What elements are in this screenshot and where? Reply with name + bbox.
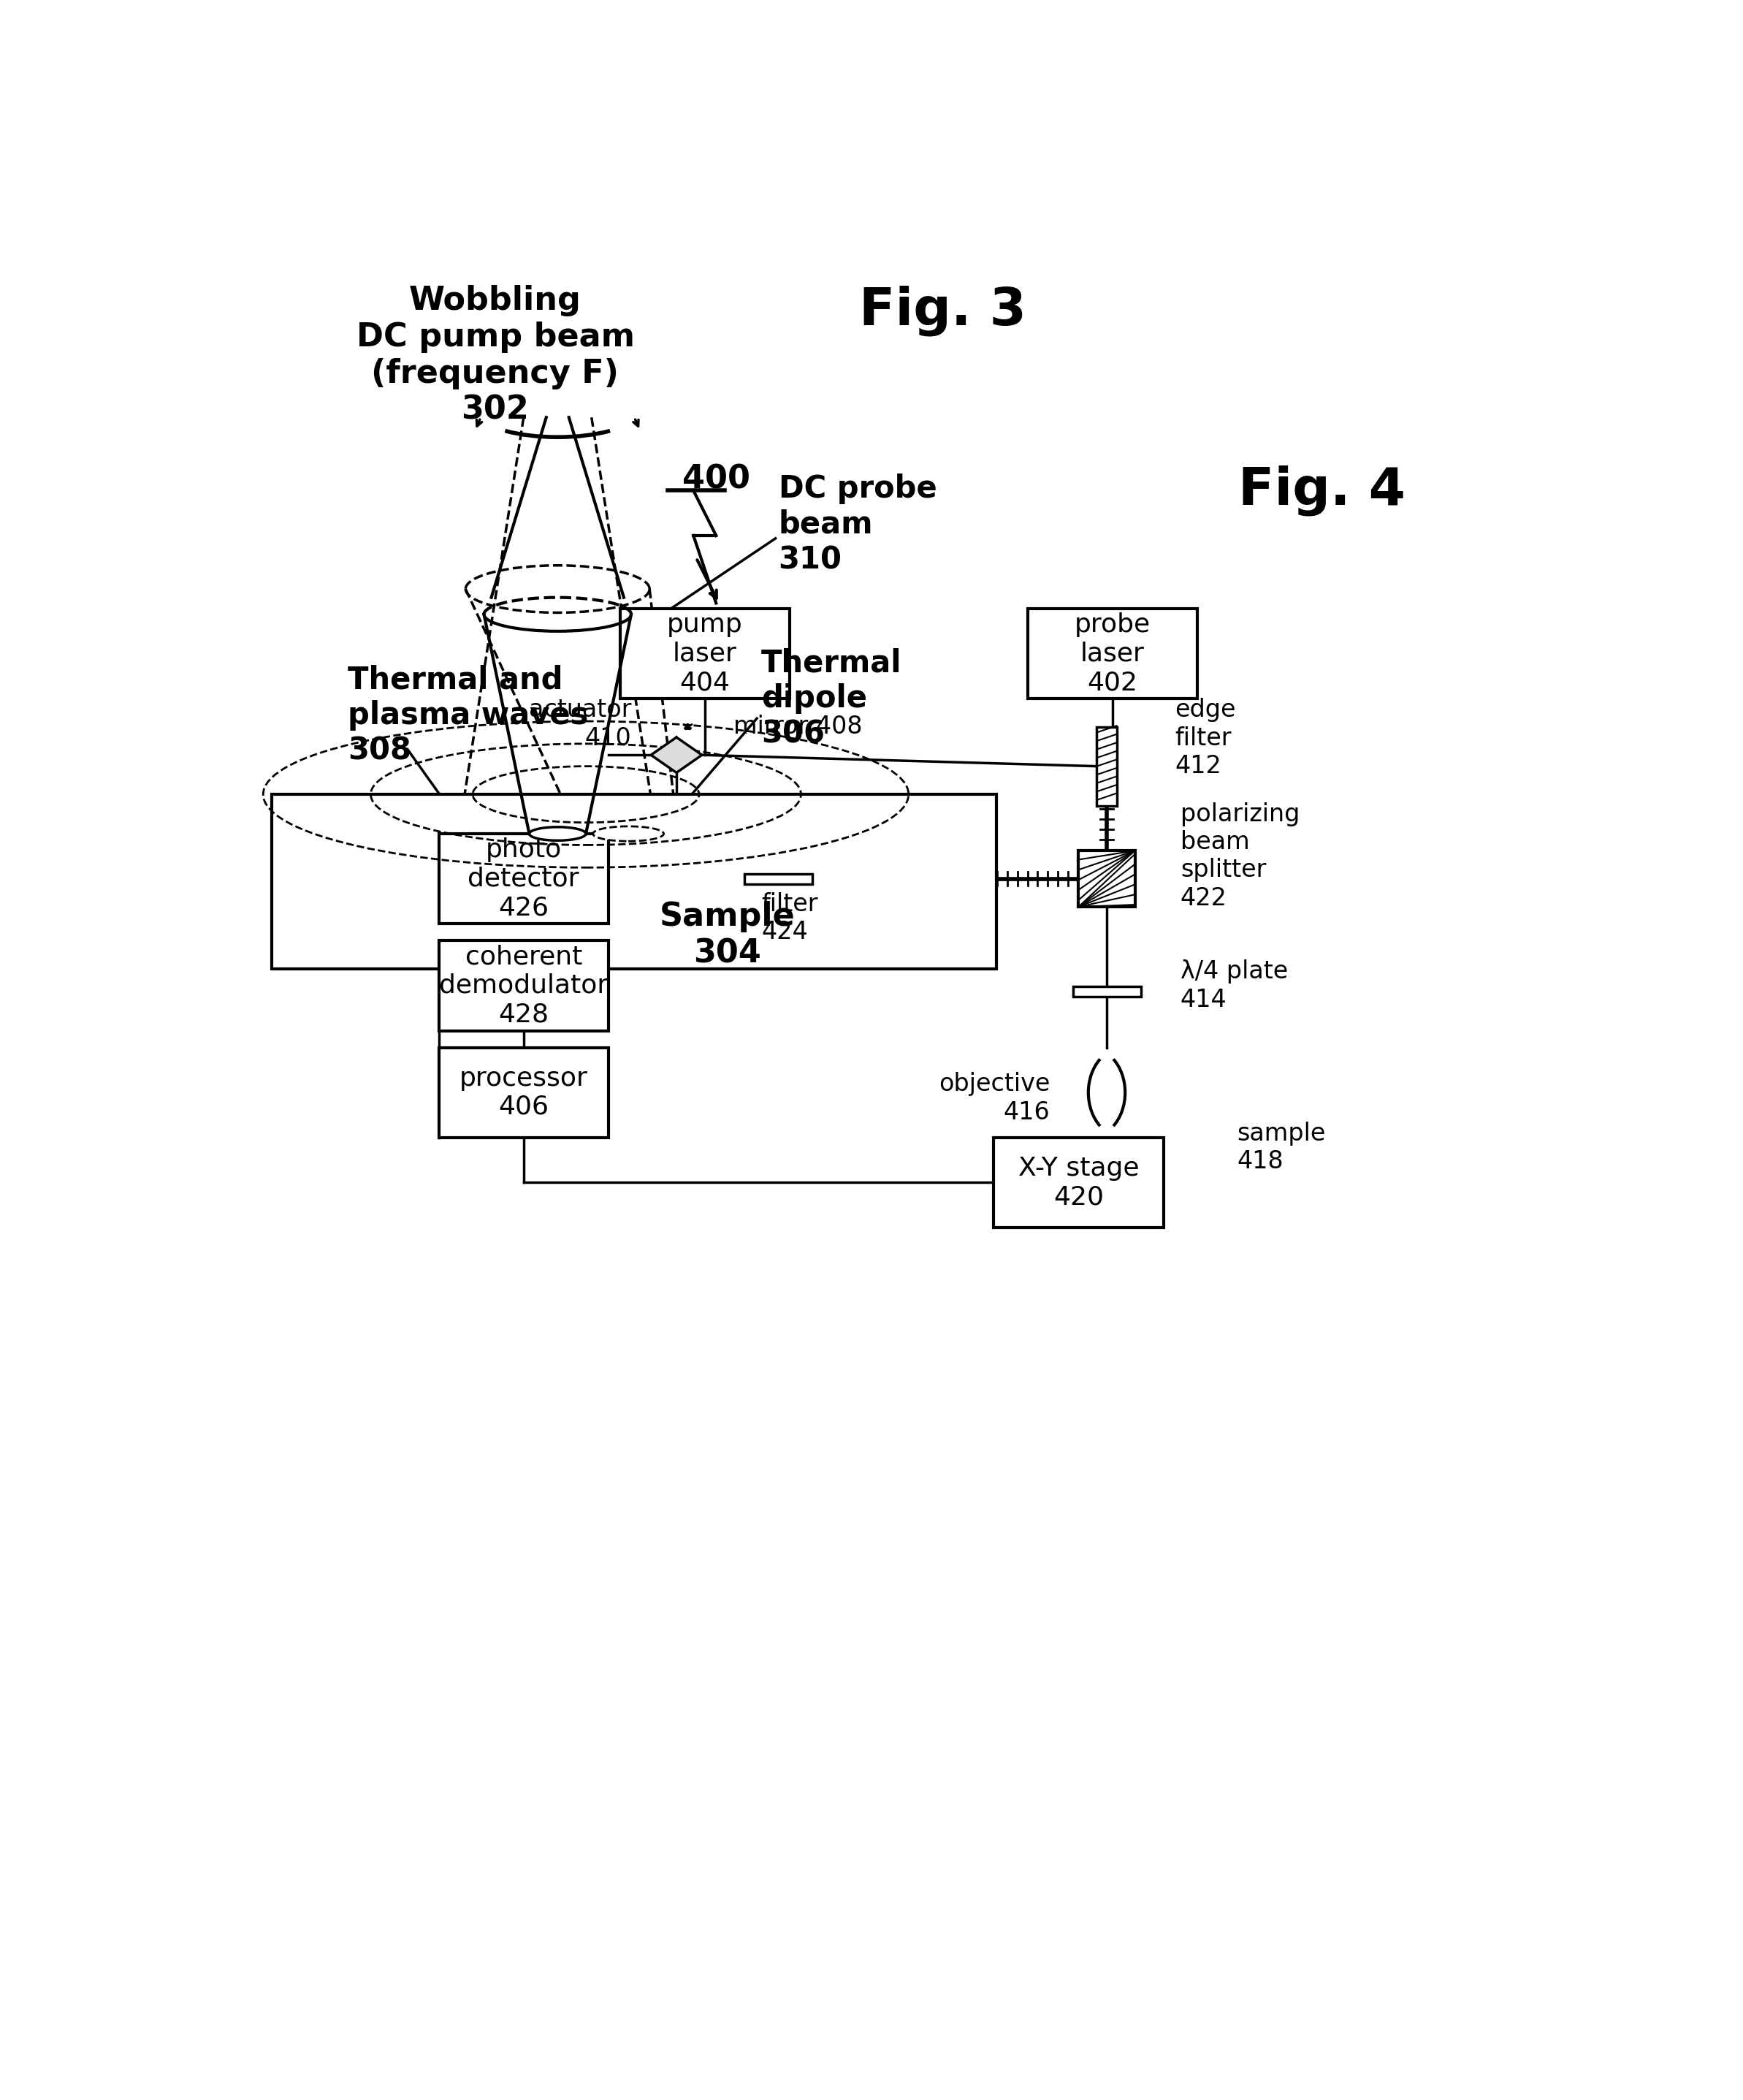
- Text: Fig. 4: Fig. 4: [1238, 466, 1405, 517]
- Polygon shape: [650, 737, 702, 773]
- Bar: [439, 941, 608, 1031]
- Ellipse shape: [530, 827, 586, 840]
- Text: 400: 400: [682, 464, 749, 496]
- Bar: [1027, 609, 1197, 699]
- Text: sample
418: sample 418: [1238, 1121, 1326, 1174]
- Text: DC probe
beam
310: DC probe beam 310: [779, 472, 936, 575]
- Text: λ/4 plate
414: λ/4 plate 414: [1180, 960, 1288, 1012]
- Text: filter
424: filter 424: [762, 893, 817, 945]
- Ellipse shape: [593, 825, 664, 842]
- Bar: [621, 609, 790, 699]
- Text: actuator
410: actuator 410: [528, 697, 631, 750]
- Text: probe
laser
402: probe laser 402: [1074, 613, 1150, 695]
- Text: X-Y stage
420: X-Y stage 420: [1018, 1155, 1138, 1210]
- Bar: [439, 834, 608, 924]
- Text: Thermal
dipole
306: Thermal dipole 306: [762, 649, 901, 750]
- Bar: [1072, 987, 1140, 995]
- Text: mirror 408: mirror 408: [734, 714, 863, 739]
- Text: Fig. 3: Fig. 3: [859, 286, 1027, 336]
- Text: Wobbling
DC pump beam
(frequency F)
302: Wobbling DC pump beam (frequency F) 302: [356, 286, 634, 426]
- Bar: [744, 874, 812, 884]
- Text: edge
filter
412: edge filter 412: [1175, 697, 1236, 779]
- Text: polarizing
beam
splitter
422: polarizing beam splitter 422: [1180, 802, 1300, 909]
- Text: processor
406: processor 406: [460, 1067, 587, 1119]
- Bar: [439, 1048, 608, 1138]
- Text: pump
laser
404: pump laser 404: [668, 613, 743, 695]
- Text: Sample
304: Sample 304: [659, 901, 795, 968]
- Bar: [1096, 727, 1117, 806]
- Bar: [994, 1138, 1163, 1228]
- Bar: [1079, 851, 1135, 907]
- Text: coherent
demodulator
428: coherent demodulator 428: [439, 945, 608, 1027]
- Text: Thermal and
plasma waves
308: Thermal and plasma waves 308: [349, 666, 589, 766]
- Bar: [272, 794, 997, 968]
- Text: photo
detector
426: photo detector 426: [467, 838, 579, 920]
- Text: objective
416: objective 416: [939, 1073, 1049, 1124]
